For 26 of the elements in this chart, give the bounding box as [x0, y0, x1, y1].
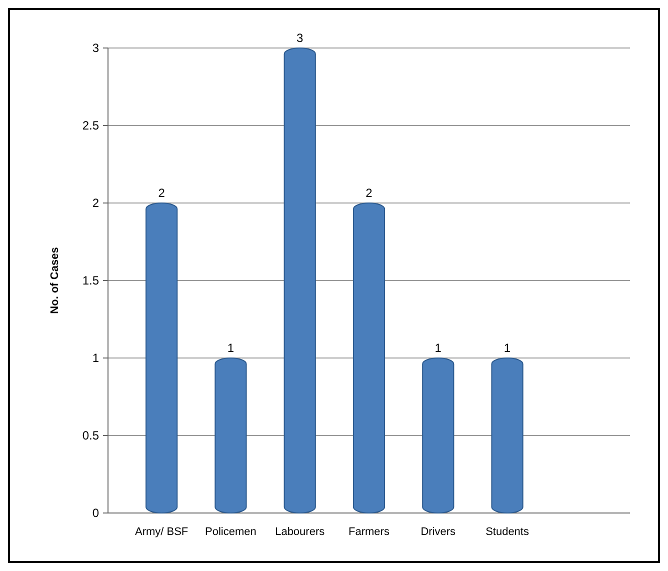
x-tick-label: Students — [486, 526, 530, 538]
bar — [146, 202, 178, 514]
x-tick-label: Labourers — [275, 526, 326, 538]
y-tick-label: 3 — [92, 41, 100, 56]
data-label: 1 — [434, 341, 442, 355]
y-tick-label: 0.5 — [82, 428, 100, 443]
data-label: 2 — [158, 186, 166, 200]
x-tick-label: Army/ BSF — [134, 526, 188, 538]
bar — [284, 48, 316, 514]
data-label: 3 — [296, 31, 304, 45]
y-tick-label: 2.5 — [82, 118, 100, 133]
y-tick-label: 1 — [92, 351, 100, 366]
x-tick-label: Policemen — [205, 526, 256, 538]
x-tick-label: Drivers — [420, 526, 456, 538]
bar — [422, 358, 454, 514]
y-tick-label: 0 — [92, 506, 100, 520]
data-label: 1 — [504, 341, 511, 355]
y-axis-title: No. of Cases — [49, 247, 61, 314]
data-label: 1 — [227, 341, 234, 355]
data-label: 2 — [366, 186, 373, 200]
bar — [214, 358, 247, 514]
y-tick-label: 1.5 — [82, 274, 100, 288]
bar — [352, 202, 386, 514]
x-tick-label: Farmers — [348, 526, 390, 538]
bar — [491, 358, 524, 514]
y-tick-label: 2 — [92, 196, 100, 210]
